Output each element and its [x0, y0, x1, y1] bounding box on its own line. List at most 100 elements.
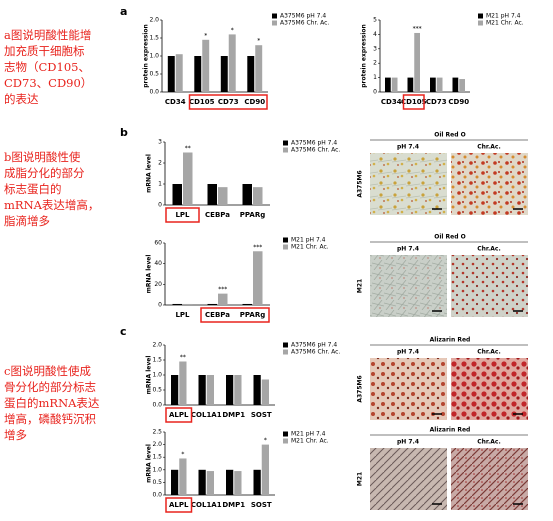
legend-label: A375M6 pH 7.4: [291, 140, 337, 147]
column-label: pH 7.4: [397, 246, 419, 253]
x-tick-label: CD73: [426, 98, 447, 106]
highlight-box: [200, 307, 270, 323]
annotation-line: b图说明酸性使: [4, 150, 81, 164]
bar: [228, 34, 236, 92]
row-label: M21: [357, 472, 364, 486]
legend-swatch: [478, 20, 483, 26]
x-tick-label: PPARg: [240, 311, 265, 319]
x-tick-label: LPL: [175, 211, 190, 219]
bar: [218, 293, 228, 305]
significance: ***: [253, 244, 262, 251]
stain-title: Alizarin Red: [430, 427, 471, 434]
bar: [226, 469, 234, 495]
y-axis-label: mRNA level: [146, 444, 153, 483]
significance: ***: [413, 25, 422, 32]
y-tick-label: 1.0: [149, 53, 159, 60]
legend-swatch: [272, 20, 277, 26]
bar: [207, 184, 217, 205]
bar: [261, 444, 269, 495]
y-tick-label: 1.0: [152, 466, 162, 473]
y-tick-label: 0.5: [149, 71, 159, 78]
annotation-line: c图说明酸性使成: [4, 364, 91, 378]
legend-swatch: [272, 13, 277, 19]
y-tick-label: 0.5: [152, 479, 162, 486]
column-label: Chr.Ac.: [477, 144, 501, 151]
micrograph: [451, 358, 528, 420]
y-tick-label: 0.5: [152, 387, 162, 394]
legend-label: M21 Chr. Ac.: [486, 20, 524, 27]
y-tick-label: 1.5: [152, 454, 162, 461]
y-tick-label: 5: [373, 17, 377, 24]
x-tick-label: CEBPa: [205, 311, 230, 319]
bar: [414, 32, 420, 92]
bar: [171, 375, 179, 405]
x-tick-label: SOST: [251, 411, 272, 419]
y-tick-label: 2: [158, 160, 162, 167]
legend-label: M21 pH 7.4: [291, 237, 326, 244]
annotation-line: CD73、CD90）: [4, 76, 92, 90]
column-label: pH 7.4: [397, 349, 419, 356]
stain-title: Alizarin Red: [430, 337, 471, 344]
bar: [430, 77, 436, 92]
bar: [206, 375, 214, 405]
panel-letter: c: [120, 325, 127, 338]
y-axis-label: protein expression: [143, 24, 150, 88]
micrograph: [370, 448, 447, 510]
micrograph: [370, 255, 447, 317]
y-tick-label: 4: [373, 31, 377, 38]
y-tick-label: 1.5: [149, 35, 159, 42]
stain-title: Oil Red O: [434, 132, 465, 139]
x-tick-label: COL1A1: [191, 411, 222, 419]
micrograph: [451, 153, 528, 215]
annotation-line: mRNA表达增高，: [4, 198, 99, 212]
legend-swatch: [283, 342, 288, 348]
bar: [242, 303, 252, 305]
y-tick-label: 0.0: [149, 89, 159, 96]
bar: [253, 469, 261, 495]
annotation-line: 骨分化的部分标志: [4, 380, 96, 394]
highlight-box: [165, 497, 193, 513]
significance: *: [257, 38, 260, 45]
highlight-box: [188, 94, 268, 110]
legend-swatch: [283, 244, 288, 250]
x-tick-label: ALPL: [169, 501, 189, 509]
x-tick-label: DMP1: [222, 501, 245, 509]
bar: [407, 77, 414, 92]
annotation-line: 脂滴增多: [4, 214, 50, 228]
x-tick-label: ALPL: [169, 411, 189, 419]
x-tick-label: COL1A1: [191, 501, 222, 509]
legend-label: A375M6 Chr. Ac.: [280, 20, 329, 27]
y-tick-label: 2.5: [152, 429, 162, 436]
bar: [253, 187, 263, 205]
bar: [179, 458, 187, 495]
bar: [179, 361, 187, 405]
bar: [172, 303, 182, 305]
legend-swatch: [478, 13, 483, 19]
annotation-line: a图说明酸性能增: [4, 28, 91, 42]
y-axis-label: mRNA level: [146, 154, 153, 193]
bar: [198, 375, 206, 405]
bar: [194, 56, 202, 92]
y-tick-label: 2.0: [152, 441, 162, 448]
significance: *: [181, 451, 184, 458]
y-tick-label: 1: [373, 74, 377, 81]
bar: [255, 45, 263, 92]
micrograph: [370, 153, 447, 215]
legend-swatch: [283, 140, 288, 146]
bar: [452, 77, 459, 92]
x-tick-label: DMP1: [222, 411, 245, 419]
legend-label: M21 Chr. Ac.: [291, 438, 329, 445]
legend-label: A375M6 Chr. Ac.: [291, 349, 340, 356]
bar: [183, 303, 193, 305]
y-axis-label: mRNA level: [146, 255, 153, 294]
x-tick-label: LPL: [175, 311, 190, 319]
bar: [436, 77, 443, 92]
column-label: pH 7.4: [397, 439, 419, 446]
bar: [385, 77, 391, 92]
annotation-line: 的表达: [4, 92, 39, 106]
bar: [183, 152, 193, 205]
legend-label: M21 Chr. Ac.: [291, 244, 329, 251]
bar: [175, 54, 183, 92]
bar: [459, 79, 465, 92]
